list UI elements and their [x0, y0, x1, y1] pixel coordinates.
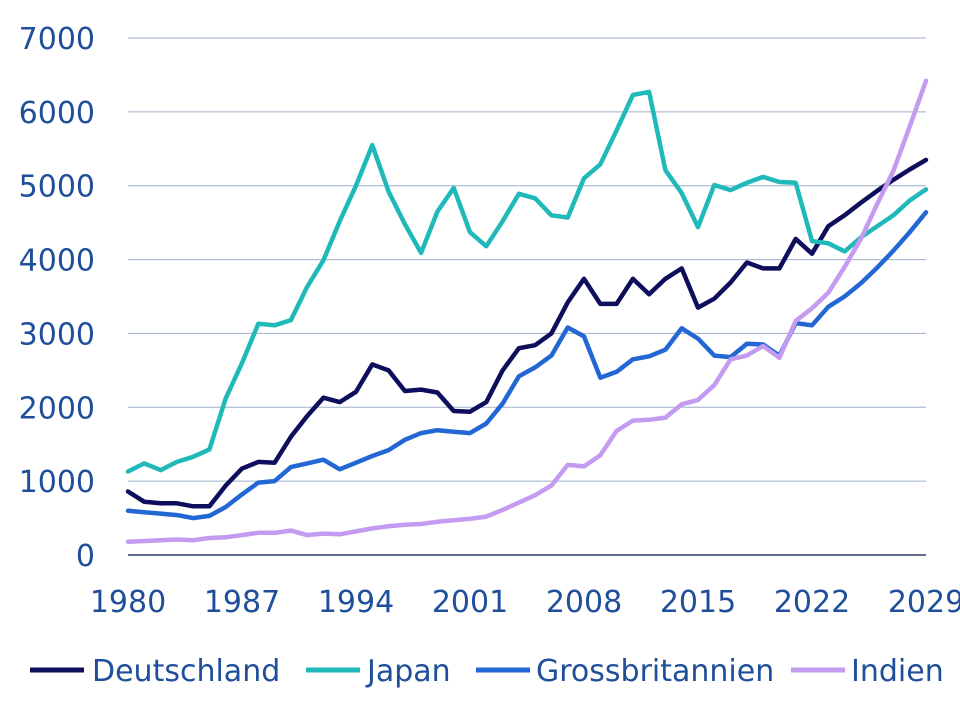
- legend-label-deutschland: Deutschland: [92, 654, 280, 689]
- y-tick-label: 6000: [19, 96, 95, 131]
- series-line-grossbritannien: [125, 210, 929, 521]
- x-tick-label: 2008: [546, 585, 622, 620]
- y-tick-label: 1000: [19, 465, 95, 500]
- y-tick-label: 2000: [19, 391, 95, 426]
- series-lines: [125, 78, 929, 544]
- legend: Deutschland Japan Grossbritannien Indien: [30, 654, 944, 689]
- legend-label-indien: Indien: [851, 654, 944, 689]
- x-tick-label: 2001: [432, 585, 508, 620]
- x-tick-label: 1980: [90, 585, 166, 620]
- x-tick-label: 2015: [660, 585, 736, 620]
- y-tick-label: 0: [76, 539, 95, 574]
- y-tick-label: 4000: [19, 244, 95, 279]
- y-tick-label: 5000: [19, 170, 95, 205]
- x-tick-label: 2022: [774, 585, 850, 620]
- x-tick-label: 1987: [204, 585, 280, 620]
- legend-label-grossbritannien: Grossbritannien: [536, 654, 774, 689]
- series-line-deutschland: [125, 157, 929, 509]
- x-tick-label: 2029: [888, 585, 960, 620]
- x-tick-label: 1994: [318, 585, 394, 620]
- series-line-indien: [125, 78, 929, 544]
- x-axis-tick-labels: 1980 1987 1994 2001 2008 2015 2022 2029: [90, 585, 960, 620]
- series-line-japan: [125, 89, 929, 474]
- y-axis-tick-labels: 0 1000 2000 3000 4000 5000 6000 7000: [19, 22, 95, 574]
- gridlines: [128, 37, 926, 482]
- y-tick-label: 3000: [19, 317, 95, 352]
- legend-label-japan: Japan: [365, 654, 451, 689]
- y-tick-label: 7000: [19, 22, 95, 57]
